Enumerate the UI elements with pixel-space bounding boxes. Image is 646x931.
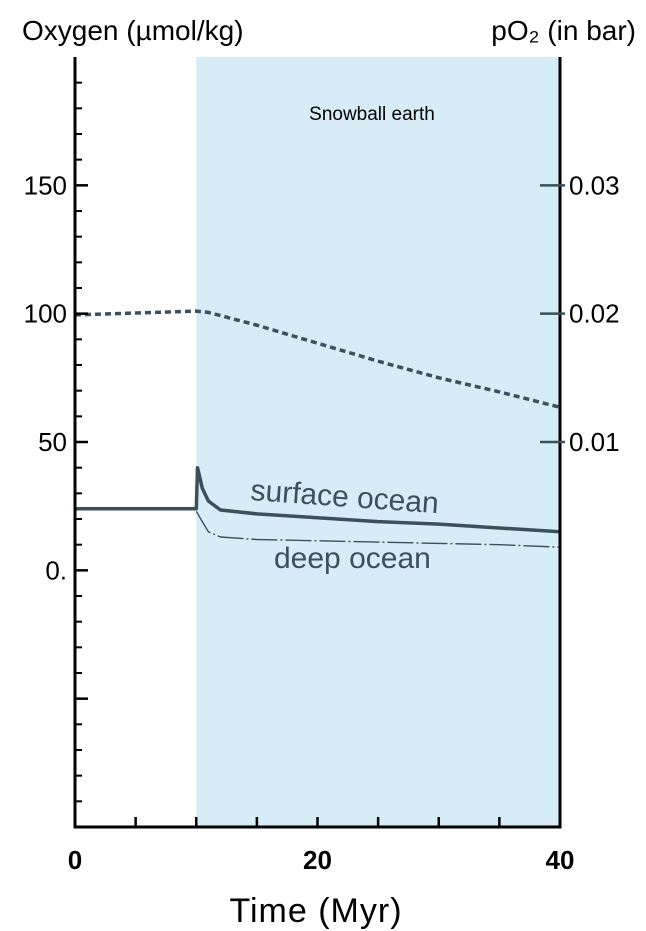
y-tick-label: 50: [38, 427, 67, 457]
y2-tick-label: 0.01: [569, 427, 620, 457]
right-axis-title: pO₂ (in bar): [491, 15, 636, 46]
axes-layer: 150 100 50 0. 0.03 0.02 0.01 0 20 40: [24, 57, 620, 875]
x-tick-label: 40: [546, 845, 575, 875]
deep-ocean-label: deep ocean: [274, 542, 431, 575]
y-tick-label: 0.: [45, 555, 67, 585]
x-axis-title: Time (Myr): [229, 892, 402, 930]
y-tick-label: 150: [24, 170, 67, 200]
snowball-earth-shaded-region: [196, 57, 560, 827]
y2-tick-label: 0.02: [569, 299, 620, 329]
x-tick-label: 0: [68, 845, 82, 875]
x-tick-label: 20: [303, 845, 332, 875]
deep-ocean-line: [195, 510, 561, 548]
series-layer: [74, 309, 561, 548]
y-tick-label: 100: [24, 299, 67, 329]
y2-tick-label: 0.03: [569, 170, 620, 200]
left-axis-title: Oxygen (µmol/kg): [22, 15, 244, 46]
surface-ocean-line: [75, 465, 561, 534]
po2-dashed-line: [74, 309, 561, 409]
labels-layer: Oxygen (µmol/kg) pO₂ (in bar) Time (Myr)…: [22, 15, 636, 930]
snowball-earth-label: Snowball earth: [309, 104, 435, 125]
